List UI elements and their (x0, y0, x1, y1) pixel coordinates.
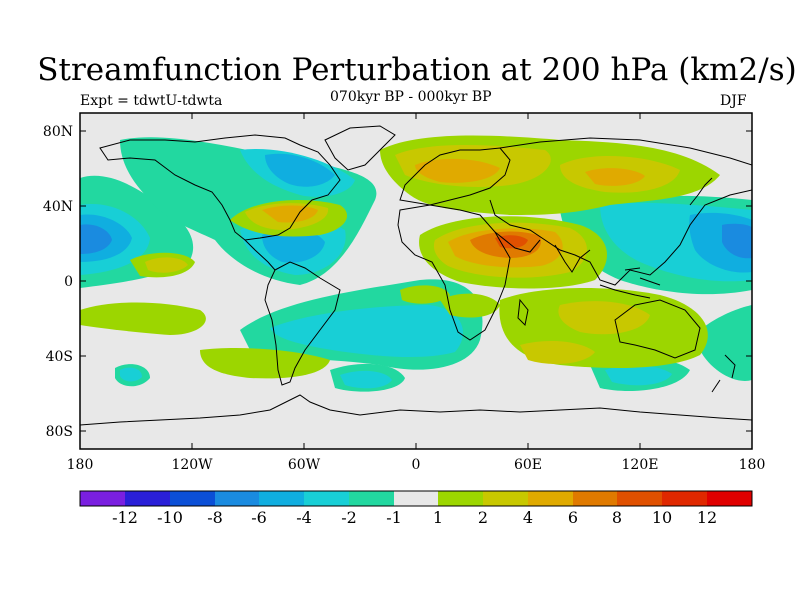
colorbar-swatch (483, 491, 528, 506)
colorbar-swatch (170, 491, 215, 506)
colorbar-label: -4 (296, 508, 312, 527)
contour-positive-1-africa-south (440, 293, 500, 318)
colorbar-label: -10 (157, 508, 183, 527)
y-tick-80N: 80N (43, 124, 752, 140)
contour-negative-6-subtropical-atlantic (262, 229, 325, 263)
colorbar-label: -12 (112, 508, 138, 527)
season-label: DJF (720, 93, 747, 109)
colorbar-label: -2 (341, 508, 357, 527)
x-tick-label: 60E (514, 457, 542, 473)
x-tick-120w: 120W (171, 113, 213, 473)
contour-positive-4-siberia (585, 168, 645, 186)
contour-negative-8-north-pacific (80, 224, 112, 254)
colorbar-label: 2 (478, 508, 488, 527)
x-tick-label: 180 (739, 457, 766, 473)
coastline-maritime-continent (599, 267, 661, 299)
x-axis: 180 120W 60W 0 60E 120E 180 (67, 113, 766, 473)
period-subtitle: 070kyr BP - 000kyr BP (330, 89, 492, 105)
x-tick-label: 180 (67, 457, 94, 473)
colorbar-swatch (707, 491, 752, 506)
contour-positive-2-east-pacific (145, 257, 188, 273)
colorbar-label: -6 (251, 508, 267, 527)
contour-negative-8-west-pacific (722, 223, 752, 259)
x-tick-label: 0 (412, 457, 421, 473)
coastline-greenland (324, 125, 396, 171)
colorbar-swatch (349, 491, 394, 506)
x-tick-0: 0 (412, 113, 421, 473)
y-tick-label: 40N (43, 199, 73, 215)
colorbar-swatch (80, 491, 125, 506)
y-tick-40N: 40N (43, 199, 752, 215)
colorbar-label: 10 (652, 508, 672, 527)
colorbar-swatch (304, 491, 349, 506)
experiment-label: Expt = tdwtU-tdwta (80, 93, 223, 109)
coastline-new-zealand (711, 354, 736, 393)
coastline-asia (489, 137, 752, 286)
colorbar-label: 4 (523, 508, 533, 527)
colorbar-label: 6 (568, 508, 578, 527)
colorbar: -12 -10 -8 -6 -4 -2 -1 1 2 4 6 8 10 12 (79, 490, 753, 527)
contour-negative-4-south-atlantic (270, 305, 463, 357)
y-tick-label: 40S (46, 349, 73, 365)
x-tick-60e: 60E (514, 113, 542, 473)
colorbar-swatch (617, 491, 662, 506)
contour-negative-4-south-pacific (340, 370, 392, 389)
colorbar-label: -8 (207, 508, 223, 527)
coastline-africa (397, 204, 511, 341)
contour-positive-2-australia (558, 301, 650, 335)
colorbar-swatch (394, 491, 438, 506)
map-panel (80, 113, 752, 449)
colorbar-swatch (662, 491, 707, 506)
coastline-south-america (264, 261, 341, 386)
colorbar-label: 12 (697, 508, 717, 527)
contour-positive-1-south-pacific-band (80, 302, 206, 335)
colorbar-label: -1 (386, 508, 402, 527)
coastline-japan (689, 177, 713, 206)
contour-negative-6-labrador (265, 153, 335, 187)
coastline-arabia-india (494, 231, 591, 273)
contour-positive-1-southwest-atlantic (400, 285, 450, 304)
contour-negative-4-southeast-pacific (120, 367, 142, 382)
coastline-antarctica (80, 394, 752, 426)
contour-positive-4-southeast-usa (262, 205, 318, 223)
contour-positive-1-southern-ocean (200, 348, 330, 379)
x-tick-180w: 180 (67, 457, 94, 473)
colorbar-swatch (438, 491, 483, 506)
y-tick-label: 80S (46, 424, 73, 440)
y-tick-equator: 0 (64, 274, 752, 290)
colorbar-swatch (528, 491, 573, 506)
page-title: Streamfunction Perturbation at 200 hPa (… (37, 52, 797, 88)
contour-positive-4-north-eurasia (415, 158, 500, 183)
colorbar-swatch (215, 491, 259, 506)
x-tick-label: 60W (288, 457, 321, 473)
y-tick-label: 80N (43, 124, 73, 140)
contour-negative-4-south-indian (605, 365, 672, 386)
colorbar-frame (79, 490, 753, 507)
y-axis: 80N 40N 0 40S 80S (43, 124, 752, 440)
y-tick-40S: 40S (46, 349, 752, 365)
colorbar-swatch (259, 491, 304, 506)
colorbar-label: 8 (612, 508, 622, 527)
coastlines (80, 125, 752, 426)
colorbar-swatch (573, 491, 617, 506)
positive-contours (80, 135, 720, 379)
y-tick-80S: 80S (46, 424, 752, 440)
colorbar-swatch (125, 491, 170, 506)
x-tick-60w: 60W (288, 113, 321, 473)
x-tick-label: 120E (622, 457, 659, 473)
contour-negative-southern-ocean-east (700, 305, 752, 381)
contour-positive-2-south-atlantic-ocean (520, 340, 595, 364)
y-tick-label: 0 (64, 274, 73, 290)
coastline-australia (614, 299, 701, 359)
coastline-north-america (99, 134, 341, 241)
coastline-central-america (244, 239, 276, 271)
coastline-madagascar (517, 298, 529, 327)
colorbar-label: 1 (433, 508, 443, 527)
x-tick-120e: 120E (622, 113, 659, 473)
x-tick-label: 120W (171, 457, 213, 473)
x-tick-180e: 180 (739, 457, 766, 473)
